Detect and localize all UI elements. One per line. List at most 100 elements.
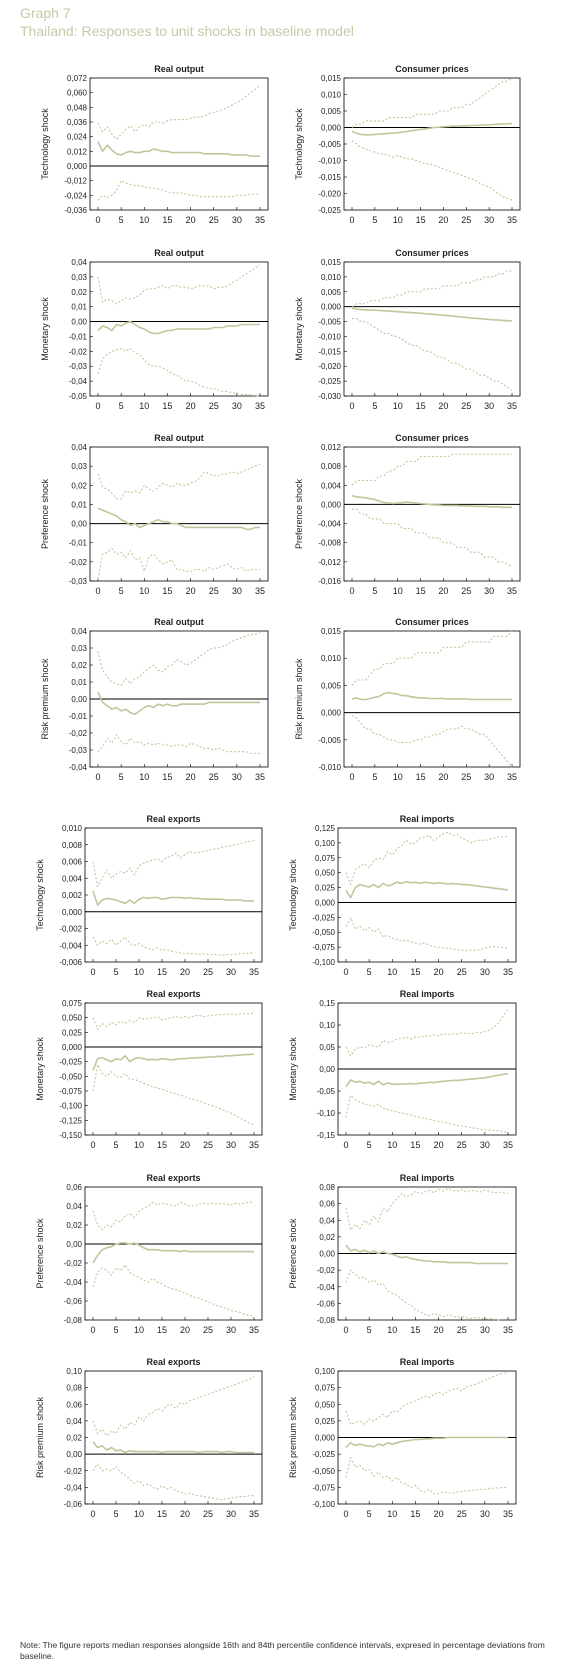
y-tick-label: -0,05 [317, 1087, 336, 1096]
x-tick-label: 15 [410, 1325, 420, 1335]
chart-title: Real exports [146, 1173, 200, 1183]
y-tick-label: -0,01 [69, 712, 88, 721]
x-tick-label: 15 [410, 1509, 420, 1519]
series-line-upper [92, 1376, 255, 1437]
x-tick-label: 15 [416, 772, 426, 782]
x-tick-label: 0 [95, 401, 100, 411]
chart-frame [84, 1186, 263, 1321]
series-line-median [351, 495, 512, 509]
x-tick-label: 20 [180, 1140, 190, 1150]
series-line-median [345, 880, 509, 899]
y-tick-label: -0,005 [318, 736, 341, 745]
series-line-upper [97, 264, 261, 305]
x-tick-label: 0 [90, 1325, 95, 1335]
chart-frame [89, 77, 269, 211]
chart-frame [84, 1370, 263, 1505]
x-tick-label: 0 [343, 1509, 348, 1519]
series-line-lower [345, 1456, 508, 1495]
x-tick-label: 10 [393, 772, 403, 782]
y-tick-label: -0,04 [69, 763, 88, 772]
chart-title: Consumer prices [395, 248, 469, 258]
x-tick-label: 25 [209, 772, 219, 782]
chart-title: Real exports [146, 814, 200, 824]
y-tick-label: -0,050 [312, 928, 335, 937]
y-tick-label: 0,100 [315, 839, 336, 848]
series-line-upper [97, 632, 261, 686]
y-tick-label: 0,048 [67, 103, 88, 112]
x-tick-label: 10 [139, 772, 149, 782]
chart-panel: Real output Preference shock 0,04 0,03 0,02 0… [40, 433, 269, 596]
y-tick-label: 0,04 [66, 1202, 82, 1211]
chart-panel: Real exports Risk premium shock 0,10 0,08 0,… [35, 1357, 263, 1519]
x-tick-label: 15 [416, 401, 426, 411]
chart-panel: Real imports Technology shock 0,125 0,100 0,… [288, 814, 517, 977]
chart-title: Real imports [400, 989, 455, 999]
y-axis-label: Monetary shock [294, 297, 304, 361]
chart-panel: Consumer prices Risk premium shock 0,015 0,… [294, 617, 521, 782]
x-tick-label: 5 [119, 215, 124, 225]
y-tick-label: 0,008 [321, 462, 342, 471]
x-tick-label: 20 [180, 1325, 190, 1335]
x-tick-label: 35 [255, 401, 265, 411]
x-tick-label: 20 [180, 1509, 190, 1519]
x-tick-label: 30 [226, 1509, 236, 1519]
x-tick-label: 0 [349, 772, 354, 782]
y-tick-label: 0,004 [62, 874, 83, 883]
y-tick-label: 0,075 [315, 854, 336, 863]
y-tick-label: 0,005 [321, 107, 342, 116]
x-tick-label: 10 [134, 1325, 144, 1335]
x-tick-label: 5 [113, 967, 118, 977]
y-tick-label: -0,016 [318, 577, 341, 586]
x-tick-label: 30 [484, 215, 494, 225]
x-tick-label: 0 [95, 772, 100, 782]
y-tick-label: 0,000 [321, 709, 342, 718]
x-tick-label: 20 [438, 772, 448, 782]
x-tick-label: 25 [461, 772, 471, 782]
y-tick-label: 0,03 [71, 273, 87, 282]
x-tick-label: 15 [416, 586, 426, 596]
y-tick-label: 0,04 [71, 443, 87, 452]
x-tick-label: 15 [157, 1509, 167, 1519]
y-tick-label: 0,006 [62, 858, 83, 867]
chart-panel: Consumer prices Technology shock 0,015 0,01… [294, 64, 521, 225]
x-tick-label: 20 [438, 401, 448, 411]
x-tick-label: 20 [438, 215, 448, 225]
y-tick-label: -0,03 [69, 577, 88, 586]
chart-title: Real exports [146, 1357, 200, 1367]
y-tick-label: -0,08 [317, 1316, 336, 1325]
y-tick-label: -0,024 [64, 191, 87, 200]
x-tick-label: 25 [209, 401, 219, 411]
x-tick-label: 30 [232, 772, 242, 782]
x-tick-label: 0 [90, 967, 95, 977]
y-tick-label: -0,008 [318, 539, 341, 548]
y-tick-label: 0,005 [321, 681, 342, 690]
y-tick-label: 0,02 [71, 661, 87, 670]
y-tick-label: -0,075 [312, 943, 335, 952]
series-line-upper [97, 84, 261, 140]
y-tick-label: -0,075 [59, 1087, 82, 1096]
x-tick-label: 5 [372, 401, 377, 411]
chart-frame [89, 261, 269, 397]
y-tick-label: -0,025 [312, 1450, 335, 1459]
x-tick-label: 25 [209, 215, 219, 225]
x-tick-label: 35 [503, 1325, 513, 1335]
x-tick-label: 10 [134, 1509, 144, 1519]
x-tick-label: 5 [367, 1325, 372, 1335]
x-tick-label: 5 [119, 586, 124, 596]
y-tick-label: 0,02 [71, 481, 87, 490]
x-tick-label: 0 [343, 1140, 348, 1150]
y-tick-label: -0,025 [312, 913, 335, 922]
y-tick-label: 0,050 [315, 869, 336, 878]
y-tick-label: -0,020 [318, 190, 341, 199]
y-tick-label: 0,10 [66, 1367, 82, 1376]
x-tick-label: 35 [503, 1509, 513, 1519]
y-tick-label: 0,01 [71, 678, 87, 687]
series-line-lower [345, 1094, 509, 1133]
chart-title: Consumer prices [395, 433, 469, 443]
x-tick-label: 20 [434, 1509, 444, 1519]
x-tick-label: 10 [387, 1140, 397, 1150]
y-tick-label: 0,02 [319, 1233, 335, 1242]
y-tick-label: 0,01 [71, 303, 87, 312]
series-line-median [97, 507, 260, 531]
y-tick-label: 0,03 [71, 644, 87, 653]
